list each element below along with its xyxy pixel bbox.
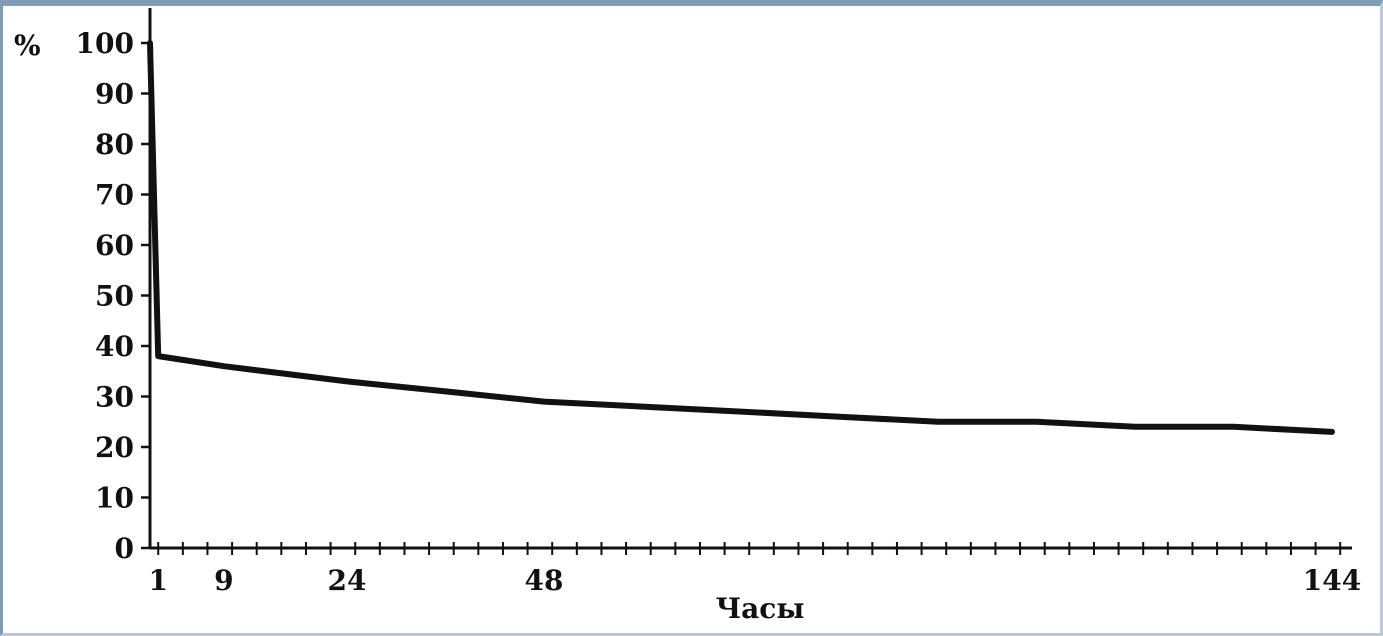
y-axis-label: % [14,29,41,62]
x-tick-label: 48 [525,564,564,597]
series-line [147,40,1335,435]
y-tick-label: 50 [95,280,134,313]
y-tick-label: 0 [115,532,134,565]
y-tick-label: 100 [76,27,134,60]
x-tick-label: 144 [1303,564,1361,597]
x-axis-label: Часы [716,592,805,625]
y-tick-label: 80 [95,128,134,161]
x-tick-label: 9 [214,564,233,597]
y-tick-label: 70 [95,179,134,212]
y-axis: 0 10 20 30 40 50 60 70 80 90 100 [76,8,152,565]
y-tick-label: 20 [95,431,134,464]
series-group [147,40,1335,435]
y-tick-label: 90 [95,78,134,111]
y-tick-label: 30 [95,381,134,414]
x-tick-label: 24 [328,564,367,597]
y-tick-label: 60 [95,229,134,262]
x-axis: 1 9 24 48 144 [148,542,1361,597]
y-tick-label: 40 [95,330,134,363]
x-tick-label: 1 [148,564,167,597]
y-tick-label: 10 [95,482,134,515]
